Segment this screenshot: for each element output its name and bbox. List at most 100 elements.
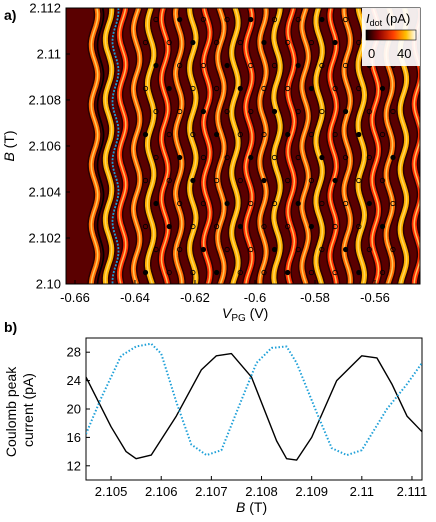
heatmap-ylabel: B (T) bbox=[1, 130, 17, 161]
open-peak-marker bbox=[308, 131, 314, 138]
open-peak-marker bbox=[142, 39, 149, 46]
open-peak-marker bbox=[153, 154, 159, 161]
heatmap-y-tick-label: 2.104 bbox=[28, 185, 61, 200]
filled-peak-marker bbox=[237, 85, 243, 92]
open-peak-marker bbox=[177, 246, 183, 253]
open-peak-marker bbox=[356, 85, 362, 92]
filled-peak-marker bbox=[342, 108, 349, 115]
open-peak-marker bbox=[200, 154, 206, 161]
colorbar: Idot (pA) 0 40 bbox=[362, 8, 420, 66]
filled-peak-marker bbox=[285, 269, 291, 276]
heatmap-stripe-highlight bbox=[146, 8, 155, 284]
open-peak-marker bbox=[142, 223, 149, 230]
highlight-traces bbox=[96, 8, 120, 284]
open-peak-marker bbox=[166, 131, 172, 138]
open-peak-marker bbox=[332, 223, 338, 230]
open-peak-marker bbox=[285, 39, 291, 46]
open-peak-marker bbox=[295, 16, 301, 23]
open-peak-marker bbox=[261, 85, 267, 92]
heatmap-y-tick-label: 2.112 bbox=[29, 1, 61, 16]
open-peak-marker bbox=[379, 177, 386, 184]
open-peak-marker bbox=[332, 269, 338, 276]
filled-peak-marker bbox=[271, 108, 278, 115]
open-peak-marker bbox=[237, 131, 243, 138]
filled-peak-marker bbox=[200, 246, 206, 253]
open-peak-marker bbox=[319, 246, 325, 253]
open-peak-marker bbox=[285, 85, 291, 92]
open-peak-marker bbox=[190, 131, 196, 138]
filled-peak-marker bbox=[319, 16, 325, 23]
blue-trace bbox=[111, 8, 120, 284]
open-peak-marker bbox=[390, 246, 396, 253]
heatmap-xlabel: VPG (V) bbox=[222, 305, 268, 324]
line-plot-x-tick-label: 2.109 bbox=[295, 484, 328, 499]
open-peak-marker bbox=[332, 85, 338, 92]
filled-peak-marker bbox=[177, 154, 183, 161]
open-peak-marker bbox=[342, 62, 349, 69]
filled-peak-marker bbox=[342, 246, 349, 253]
heatmap-stripe-highlight bbox=[188, 8, 197, 284]
heatmap-stripes bbox=[87, 8, 420, 284]
filled-peak-marker bbox=[379, 85, 386, 92]
colorbar-label-sub: dot bbox=[370, 18, 383, 28]
filled-peak-marker bbox=[153, 62, 159, 69]
open-peak-marker bbox=[271, 200, 278, 207]
open-peak-marker bbox=[224, 154, 230, 161]
heatmap-xlabel-sub: PG bbox=[231, 313, 246, 324]
heatmap-stripe-highlight bbox=[329, 8, 338, 284]
open-peak-marker bbox=[166, 39, 172, 46]
line-plot-x-tick-label: 2.106 bbox=[145, 484, 178, 499]
open-peak-marker bbox=[366, 246, 372, 253]
open-peak-marker bbox=[177, 62, 183, 69]
open-peak-marker bbox=[356, 223, 362, 230]
heatmap-xlabel-main: V bbox=[222, 305, 233, 321]
filled-peak-marker bbox=[166, 85, 172, 92]
open-peak-marker bbox=[342, 200, 349, 207]
heatmap-x-tick-label: -0.62 bbox=[180, 290, 210, 305]
filled-peak-marker bbox=[248, 154, 254, 161]
heatmap-stripe-highlight bbox=[244, 8, 253, 284]
heatmap-y-tick-label: 2.106 bbox=[28, 139, 61, 154]
colorbar-min-label: 0 bbox=[368, 46, 375, 61]
filled-peak-marker bbox=[166, 223, 172, 230]
heatmap-stripe-highlight bbox=[287, 8, 296, 284]
open-peak-marker bbox=[200, 200, 206, 207]
open-peak-marker bbox=[261, 269, 267, 276]
filled-peak-marker bbox=[356, 131, 362, 138]
open-peak-marker bbox=[379, 131, 386, 138]
open-peak-marker bbox=[200, 16, 206, 23]
open-peak-marker bbox=[200, 62, 206, 69]
open-peak-marker bbox=[308, 269, 314, 276]
open-peak-marker bbox=[142, 177, 149, 184]
line-plot-ylabel: Coulomb peak current (pA) bbox=[3, 363, 36, 457]
open-peak-marker bbox=[248, 108, 254, 115]
open-peak-marker bbox=[379, 269, 386, 276]
black-trace bbox=[96, 8, 105, 284]
heatmap-x-tick-label: -0.58 bbox=[300, 290, 330, 305]
line-series bbox=[86, 342, 422, 461]
line-plot: 2.105 2.106 2.107 2.108 2.109 2.11 2.111 12 16 20… bbox=[67, 337, 427, 499]
colorbar-label-unit: (pA) bbox=[382, 11, 410, 26]
colorbar-label-main: I bbox=[366, 11, 370, 26]
open-peak-marker bbox=[177, 108, 183, 115]
heatmap-y-tick-label: 2.11 bbox=[37, 47, 61, 62]
heatmap-stripe-highlight bbox=[216, 8, 225, 284]
open-peak-marker bbox=[142, 85, 149, 92]
open-peak-marker bbox=[390, 108, 396, 115]
heatmap-y-tick-label: 2.10 bbox=[36, 277, 61, 292]
open-peak-marker bbox=[319, 62, 325, 69]
open-peak-marker bbox=[356, 39, 362, 46]
filled-peak-marker bbox=[214, 131, 220, 138]
filled-peak-marker bbox=[332, 39, 338, 46]
heatmap-plot: -0.66 -0.64 -0.62 -0.6 -0.58 -0.56 2.10 2.102 2.… bbox=[28, 1, 421, 305]
filled-peak-marker bbox=[261, 39, 267, 46]
heatmap-stripe-highlight bbox=[160, 8, 169, 284]
filled-peak-marker bbox=[295, 200, 301, 207]
open-peak-marker bbox=[153, 16, 159, 23]
heatmap-x-tick-label: -0.66 bbox=[60, 290, 90, 305]
heatmap-stripe-highlight bbox=[174, 8, 183, 284]
filled-peak-marker bbox=[200, 108, 206, 115]
black-series-line bbox=[86, 352, 422, 461]
open-peak-marker bbox=[237, 177, 243, 184]
filled-peak-marker bbox=[285, 131, 291, 138]
